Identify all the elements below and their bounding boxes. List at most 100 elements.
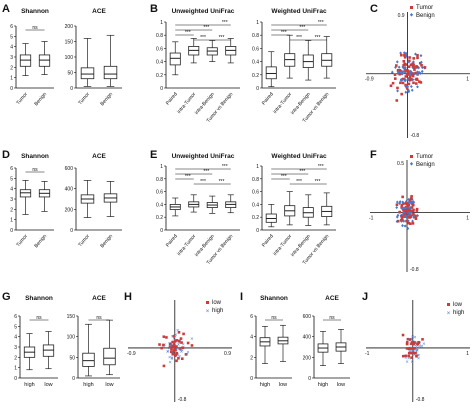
y-tick-label: 100 [65, 55, 74, 61]
data-point [402, 206, 406, 210]
data-point [408, 72, 412, 76]
data-point: × [171, 334, 174, 340]
data-point [391, 81, 395, 85]
data-point [412, 208, 415, 212]
legend-label: low [453, 302, 463, 308]
data-point [179, 337, 183, 340]
y-tick-label: 150 [67, 314, 76, 320]
category-label: high [83, 382, 93, 388]
chart-title: Weighted UniFrac [271, 153, 327, 160]
box [82, 352, 95, 367]
category-label: Tumor [15, 233, 29, 248]
box [103, 347, 116, 366]
data-point: × [176, 339, 179, 345]
data-point [165, 336, 168, 339]
y-tick-label: 2 [14, 355, 17, 361]
data-point [398, 72, 401, 76]
y-tick-label: 600 [65, 166, 74, 172]
data-point [404, 206, 408, 210]
data-point: × [409, 341, 412, 347]
y-tick-label: 1 [256, 164, 259, 170]
data-point [415, 207, 419, 211]
data-point [411, 201, 414, 205]
data-point [403, 65, 407, 70]
y-tick-label: 1 [10, 218, 13, 224]
data-point [412, 57, 416, 60]
data-point [410, 200, 413, 204]
y-tick-label: 0 [72, 376, 75, 382]
axis-tick-label: -0.8 [411, 133, 420, 139]
data-point [405, 342, 409, 346]
data-point [401, 200, 405, 204]
data-point [171, 344, 174, 348]
data-point [409, 63, 413, 67]
data-point [172, 343, 176, 346]
y-tick-label: 0.8 [156, 177, 163, 183]
data-point [406, 85, 410, 89]
data-point [406, 216, 410, 219]
data-point [412, 342, 415, 346]
data-point: × [168, 341, 171, 347]
data-point [399, 51, 403, 55]
data-point [405, 52, 408, 56]
data-point [398, 210, 402, 214]
box [103, 65, 118, 80]
data-point [404, 209, 408, 212]
y-tick-label: 4 [14, 335, 17, 341]
data-point [408, 338, 412, 341]
box [19, 54, 32, 67]
category-label: Tumor [77, 91, 91, 106]
data-point: × [418, 344, 421, 350]
y-tick-label: 5 [10, 34, 13, 40]
chart-title: ACE [92, 8, 106, 15]
data-point: × [181, 348, 184, 354]
y-tick-label: 0.4 [156, 202, 163, 208]
axis-tick-label: -0.9 [127, 351, 136, 357]
data-point: × [404, 356, 407, 362]
data-point [413, 347, 417, 350]
data-point [416, 85, 419, 89]
data-point [395, 203, 399, 207]
data-point [181, 346, 185, 349]
data-point [399, 81, 402, 85]
data-point [407, 60, 411, 64]
y-tick-label: 0 [70, 86, 73, 92]
data-point [401, 70, 405, 74]
y-tick-label: 6 [10, 166, 13, 172]
axis-tick-label: -1 [365, 351, 370, 357]
significance-label: *** [296, 179, 302, 185]
data-point: × [180, 349, 183, 355]
category-label: high [318, 382, 328, 388]
data-point [420, 65, 424, 70]
significance-label: *** [281, 30, 287, 36]
data-point [401, 65, 405, 69]
data-point [409, 206, 413, 210]
data-point: × [182, 342, 185, 348]
data-point [407, 77, 411, 80]
y-tick-label: 5 [14, 324, 17, 330]
data-point [408, 211, 412, 215]
y-tick-label: 50 [69, 355, 75, 361]
chart-title: Shannon [21, 8, 49, 15]
data-point [405, 210, 408, 214]
data-point [407, 213, 411, 217]
y-tick-label: 0 [10, 86, 13, 92]
data-point [408, 200, 412, 204]
y-tick-label: 0.6 [156, 46, 163, 52]
data-point [400, 92, 403, 96]
data-point [398, 201, 401, 205]
panel-label: B [150, 3, 158, 15]
data-point [414, 217, 418, 221]
y-tick-label: 0.6 [252, 190, 259, 196]
y-tick-label: 0 [14, 376, 17, 382]
data-point: × [171, 350, 174, 356]
y-tick-label: 0.4 [252, 202, 259, 208]
data-point: × [412, 348, 415, 354]
data-point [182, 332, 185, 336]
data-point [401, 81, 405, 85]
data-point: × [167, 349, 170, 355]
data-point [395, 205, 399, 210]
data-point [416, 56, 419, 60]
data-point [407, 221, 410, 225]
data-point [418, 61, 422, 65]
